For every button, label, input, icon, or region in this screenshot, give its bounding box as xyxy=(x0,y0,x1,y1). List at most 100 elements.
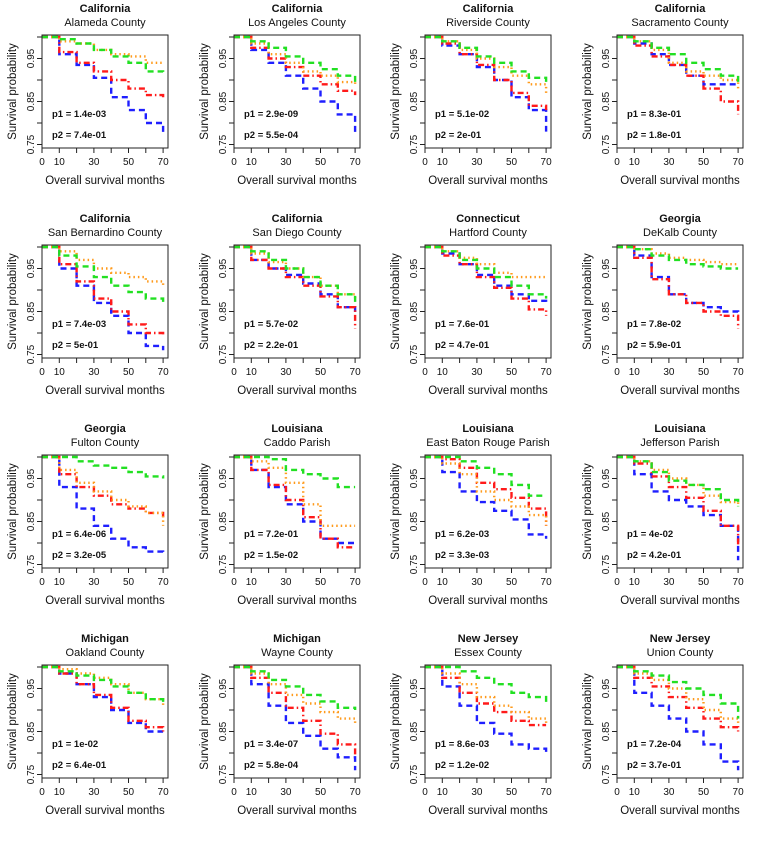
survival-curve-red xyxy=(425,245,548,316)
x-tick-label: 50 xyxy=(315,367,327,378)
x-axis-label: Overall survival months xyxy=(45,595,165,607)
survival-curve-red xyxy=(42,35,165,98)
x-tick-label: 0 xyxy=(614,577,620,588)
x-tick-label: 0 xyxy=(422,367,428,378)
x-tick-label: 30 xyxy=(280,367,292,378)
survival-curve-blue xyxy=(617,455,740,561)
survival-curve-orange xyxy=(234,665,357,723)
x-tick-label: 10 xyxy=(54,367,66,378)
survival-curve-orange xyxy=(42,455,165,526)
panel-state-title: California xyxy=(80,213,132,225)
x-tick-label: 10 xyxy=(246,367,258,378)
x-tick-label: 70 xyxy=(158,157,170,168)
survival-curve-red xyxy=(234,455,356,549)
y-tick-label: 0.95 xyxy=(409,468,420,488)
y-tick-label: 0.75 xyxy=(218,764,229,784)
x-axis-label: Overall survival months xyxy=(428,595,548,607)
survival-panel: California San Diego County 0.75 0.85 0.95 0 1… xyxy=(192,210,382,419)
y-tick-label: 0.85 xyxy=(26,91,37,111)
survival-curve-green xyxy=(425,245,548,299)
y-axis-label: Survival probability xyxy=(390,673,402,770)
panel-state-title: California xyxy=(463,3,515,15)
survival-curve-red xyxy=(234,665,357,758)
survival-curve-orange xyxy=(617,455,740,505)
p2-value: p2 = 5.5e-04 xyxy=(244,130,299,141)
x-tick-label: 50 xyxy=(698,577,710,588)
plot-frame xyxy=(233,454,361,569)
plot-frame xyxy=(41,34,169,149)
survival-curve-blue xyxy=(42,455,165,556)
survival-panel: Louisiana East Baton Rouge Parish 0.75 0.85… xyxy=(383,420,573,629)
panel-plot: New Jersey Union County 0.75 0.85 0.95 0 10 30 5… xyxy=(582,633,744,817)
x-axis-label: Overall survival months xyxy=(237,595,357,607)
p1-value: p1 = 3.4e-07 xyxy=(244,739,298,750)
plot-frame xyxy=(424,454,552,569)
y-tick-label: 0.85 xyxy=(409,91,420,111)
survival-panel: Louisiana Caddo Parish 0.75 0.85 0.95 0 10 30 50… xyxy=(192,420,382,629)
x-tick-label: 70 xyxy=(733,367,745,378)
survival-curve-green xyxy=(42,665,165,706)
panel-state-title: Louisiana xyxy=(271,423,323,435)
x-tick-label: 0 xyxy=(422,787,428,798)
x-tick-label: 30 xyxy=(88,787,100,798)
panel-county-subtitle: Alameda County xyxy=(64,17,146,29)
x-tick-label: 70 xyxy=(350,787,362,798)
panel-state-title: New Jersey xyxy=(650,633,711,645)
y-axis-label: Survival probability xyxy=(582,463,594,560)
x-tick-label: 30 xyxy=(663,367,675,378)
x-tick-label: 0 xyxy=(39,157,45,168)
x-tick-label: 50 xyxy=(506,157,518,168)
p2-value: p2 = 5.9e-01 xyxy=(627,340,682,351)
p1-value: p1 = 7.8e-02 xyxy=(627,319,681,330)
y-tick-label: 0.75 xyxy=(218,344,229,364)
x-tick-label: 10 xyxy=(629,787,641,798)
survival-curve-red xyxy=(42,455,165,518)
x-tick-label: 10 xyxy=(629,367,641,378)
x-tick-label: 50 xyxy=(698,157,710,168)
survival-curve-blue xyxy=(425,665,548,753)
y-tick-label: 0.85 xyxy=(601,91,612,111)
survival-curve-blue xyxy=(234,35,357,136)
x-tick-label: 50 xyxy=(315,157,327,168)
y-axis-label: Survival probability xyxy=(199,43,211,140)
p1-value: p1 = 4e-02 xyxy=(627,529,673,540)
p2-value: p2 = 1.8e-01 xyxy=(627,130,682,141)
y-tick-label: 0.85 xyxy=(409,511,420,531)
y-axis-label: Survival probability xyxy=(582,673,594,770)
survival-curve-blue xyxy=(425,35,548,132)
x-tick-label: 70 xyxy=(541,367,553,378)
panel-state-title: Louisiana xyxy=(654,423,706,435)
survival-panel: California Riverside County 0.75 0.85 0.95 0 1… xyxy=(383,0,573,209)
y-tick-label: 0.95 xyxy=(601,678,612,698)
panel-state-title: California xyxy=(80,3,132,15)
x-axis-label: Overall survival months xyxy=(237,805,357,817)
survival-curve-green xyxy=(42,35,165,76)
panel-county-subtitle: Caddo Parish xyxy=(264,437,331,449)
x-axis-label: Overall survival months xyxy=(428,385,548,397)
x-tick-label: 30 xyxy=(663,577,675,588)
y-tick-label: 0.75 xyxy=(409,344,420,364)
survival-curve-green xyxy=(425,35,548,85)
survival-panel: Connecticut Hartford County 0.75 0.85 0.95 0 1… xyxy=(383,210,573,419)
survival-curve-green xyxy=(425,665,548,706)
x-tick-label: 70 xyxy=(158,787,170,798)
y-tick-label: 0.85 xyxy=(409,721,420,741)
x-axis-label: Overall survival months xyxy=(428,175,548,187)
y-tick-label: 0.75 xyxy=(409,134,420,154)
y-tick-label: 0.95 xyxy=(26,48,37,68)
panel-plot: Georgia DeKalb County 0.75 0.85 0.95 0 10 30 50 7… xyxy=(582,213,745,397)
x-tick-label: 30 xyxy=(280,787,292,798)
y-tick-label: 0.95 xyxy=(601,258,612,278)
y-tick-label: 0.95 xyxy=(26,678,37,698)
x-tick-label: 50 xyxy=(123,787,135,798)
y-axis-label: Survival probability xyxy=(582,253,594,350)
survival-panel: Louisiana Jefferson Parish 0.75 0.85 0.95 0 10… xyxy=(575,420,759,629)
y-tick-label: 0.85 xyxy=(601,511,612,531)
survival-curve-red xyxy=(42,665,165,732)
x-tick-label: 50 xyxy=(123,577,135,588)
p1-value: p1 = 5.1e-02 xyxy=(435,109,489,120)
survival-curve-green xyxy=(234,665,357,710)
panel-plot: Georgia Fulton County 0.75 0.85 0.95 0 10 30 50 7… xyxy=(7,423,169,607)
y-axis-label: Survival probability xyxy=(199,673,211,770)
panel-plot: Michigan Wayne County 0.75 0.85 0.95 0 10 30 50 7… xyxy=(199,633,362,817)
